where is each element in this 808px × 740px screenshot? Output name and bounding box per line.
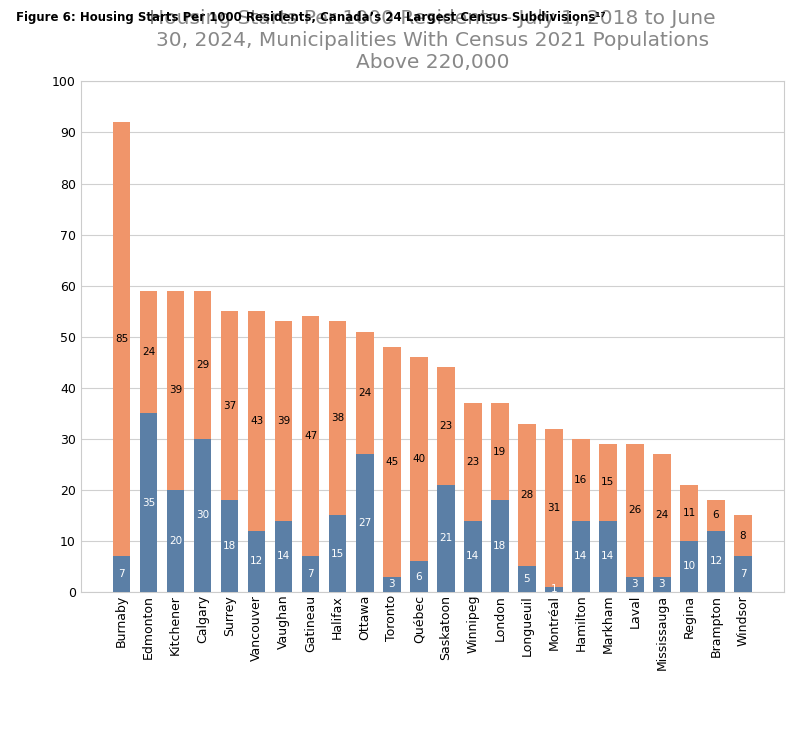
Bar [545,587,562,592]
Bar [383,576,401,592]
Text: 10: 10 [683,562,696,571]
Bar [600,520,617,592]
Text: 18: 18 [493,541,507,551]
Text: 14: 14 [466,551,479,561]
Text: 24: 24 [358,388,372,398]
Text: 5: 5 [524,574,530,585]
Text: 11: 11 [683,508,696,518]
Text: 26: 26 [629,505,642,515]
Text: 14: 14 [277,551,290,561]
Text: 27: 27 [358,518,372,528]
Text: 12: 12 [709,556,722,566]
Text: 7: 7 [307,569,314,579]
Bar [626,444,644,576]
Text: 14: 14 [601,551,615,561]
Bar [680,485,698,541]
Bar [410,562,427,592]
Bar [383,347,401,576]
Text: 37: 37 [223,400,236,411]
Text: 3: 3 [632,579,638,589]
Text: 39: 39 [277,416,290,426]
Text: 12: 12 [250,556,263,566]
Bar [437,367,455,485]
Bar [329,321,347,515]
Bar [600,444,617,520]
Text: 7: 7 [118,569,125,579]
Bar [464,520,482,592]
Bar [653,576,671,592]
Text: 43: 43 [250,416,263,426]
Text: 6: 6 [713,511,719,520]
Bar [113,122,130,556]
Text: 29: 29 [196,360,209,370]
Text: 24: 24 [655,511,668,520]
Bar [113,556,130,592]
Text: 38: 38 [331,414,344,423]
Text: 14: 14 [574,551,587,561]
Text: 7: 7 [739,569,747,579]
Text: 30: 30 [196,511,209,520]
Bar [221,312,238,500]
Text: 16: 16 [574,474,587,485]
Text: 85: 85 [115,334,128,344]
Bar [707,500,725,531]
Bar [491,403,508,500]
Bar [518,423,536,567]
Bar [437,485,455,592]
Bar [572,439,590,520]
Text: 31: 31 [547,502,561,513]
Bar [707,531,725,592]
Bar [329,515,347,592]
Bar [302,316,319,556]
Bar [545,428,562,587]
Text: 21: 21 [440,534,452,543]
Bar [194,439,212,592]
Text: 40: 40 [412,454,425,464]
Bar [356,332,373,454]
Bar [275,520,292,592]
Text: 45: 45 [385,457,398,467]
Bar [518,567,536,592]
Bar [734,556,751,592]
Text: 23: 23 [440,421,452,431]
Text: 19: 19 [493,446,507,457]
Bar [248,312,265,531]
Bar [140,414,158,592]
Bar [572,520,590,592]
Title: Housing Starts Per 1000 Residents - July 1, 2018 to June
30, 2024, Municipalitie: Housing Starts Per 1000 Residents - July… [149,9,716,72]
Text: 15: 15 [331,548,344,559]
Text: 47: 47 [304,431,318,441]
Text: 20: 20 [169,536,182,546]
Text: 23: 23 [466,457,479,467]
Bar [166,490,184,592]
Text: 15: 15 [601,477,615,487]
Text: Figure 6: Housing Starts Per 1000 Residents, Canada’s 24 Largest Census Subdivis: Figure 6: Housing Starts Per 1000 Reside… [16,11,606,24]
Bar [140,291,158,414]
Bar [410,357,427,562]
Bar [734,515,751,556]
Text: 3: 3 [389,579,395,589]
Bar [221,500,238,592]
Bar [680,541,698,592]
Text: 8: 8 [739,531,747,541]
Text: 3: 3 [659,579,665,589]
Bar [302,556,319,592]
Text: 28: 28 [520,490,533,500]
Bar [464,403,482,520]
Bar [491,500,508,592]
Bar [194,291,212,439]
Text: 6: 6 [415,572,422,582]
Bar [248,531,265,592]
Text: 39: 39 [169,386,182,395]
Text: 18: 18 [223,541,236,551]
Bar [626,576,644,592]
Text: 24: 24 [142,347,155,357]
Bar [166,291,184,490]
Bar [653,454,671,576]
Bar [356,454,373,592]
Bar [275,321,292,520]
Text: 1: 1 [550,585,558,594]
Text: 35: 35 [142,497,155,508]
